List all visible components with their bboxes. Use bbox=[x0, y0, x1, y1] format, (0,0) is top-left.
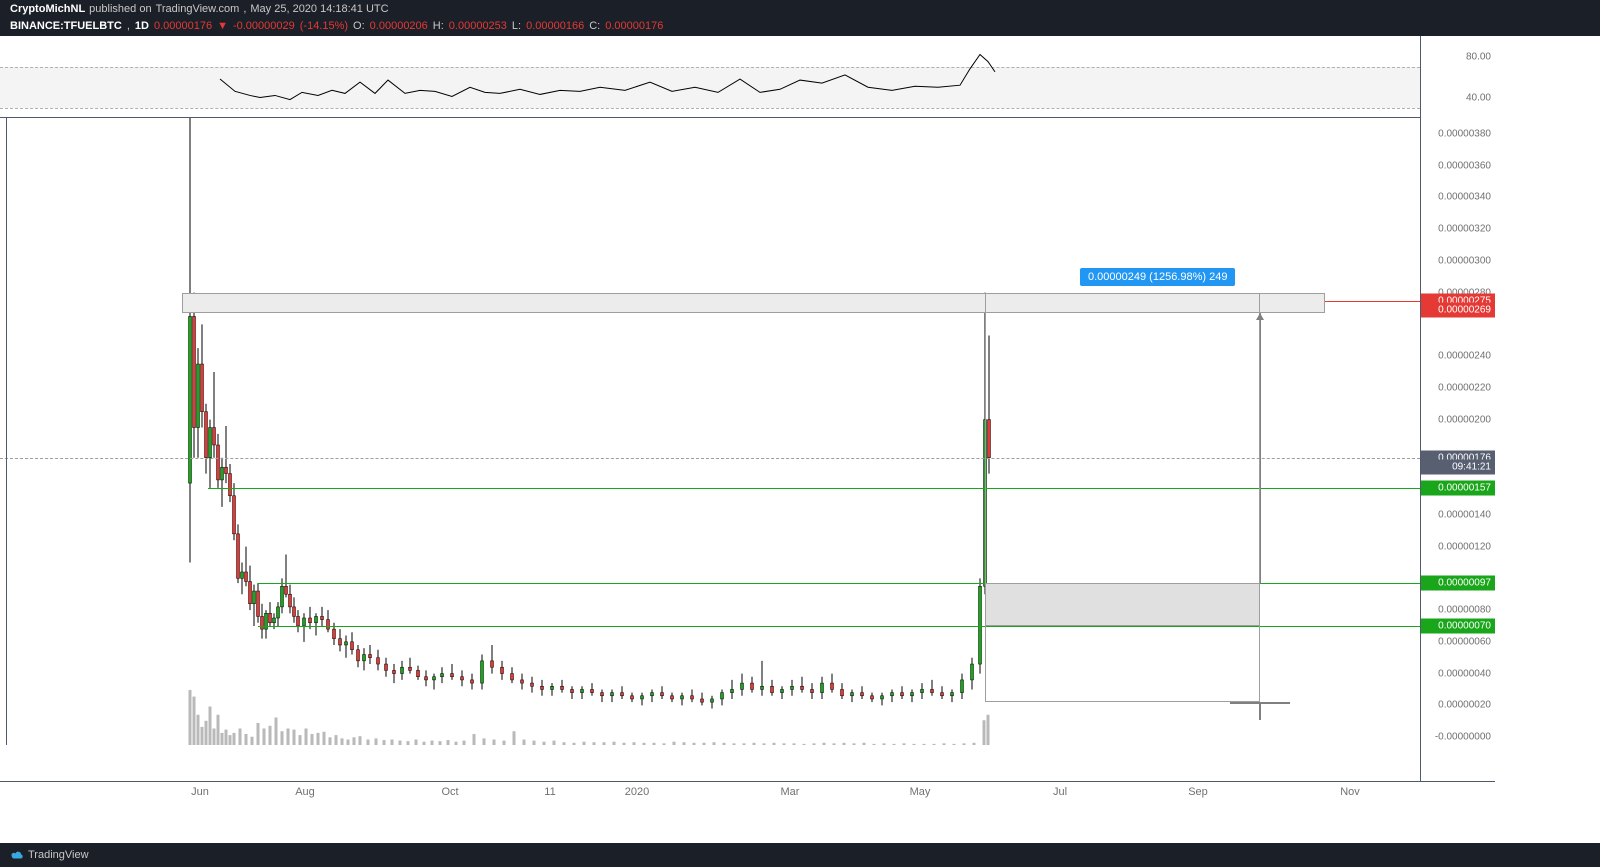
close-label: C: bbox=[589, 20, 600, 32]
footer-bar: TradingView bbox=[0, 843, 1600, 867]
measure-bottom-handle[interactable] bbox=[1230, 702, 1290, 704]
price-y-tick: 0.00000060 bbox=[1438, 636, 1491, 647]
change-value: -0.00000029 bbox=[233, 20, 295, 32]
price-y-tick: 0.00000360 bbox=[1438, 160, 1491, 171]
x-tick: Jun bbox=[191, 786, 209, 798]
chart-left-border bbox=[6, 118, 7, 745]
x-tick: 11 bbox=[544, 786, 555, 798]
low-label: L: bbox=[512, 20, 521, 32]
price-y-tick: 0.00000080 bbox=[1438, 605, 1491, 616]
change-percent: (-14.15%) bbox=[300, 20, 348, 32]
symbol-info-bar: BINANCE:TFUELBTC, 1D 0.00000176 ▼ -0.000… bbox=[0, 18, 1600, 36]
cloud-icon bbox=[10, 850, 24, 860]
direction-arrow-icon: ▼ bbox=[217, 20, 228, 32]
measure-box[interactable] bbox=[985, 293, 1260, 703]
publish-header: CryptoMichNL published on TradingView.co… bbox=[0, 0, 1600, 18]
price-y-tick: 0.00000300 bbox=[1438, 255, 1491, 266]
x-tick: Aug bbox=[295, 786, 315, 798]
x-tick: Jul bbox=[1053, 786, 1067, 798]
x-tick: Nov bbox=[1340, 786, 1360, 798]
rsi-y-tick: 40.00 bbox=[1466, 92, 1491, 103]
chart-right-border bbox=[1420, 36, 1421, 781]
high-label: H: bbox=[433, 20, 444, 32]
price-y-tick: 0.00000240 bbox=[1438, 351, 1491, 362]
open-value: 0.00000206 bbox=[370, 20, 428, 32]
rsi-pane[interactable] bbox=[0, 36, 1420, 118]
publish-date: May 25, 2020 14:18:41 UTC bbox=[250, 3, 388, 15]
price-y-tick: 0.00000380 bbox=[1438, 128, 1491, 139]
close-value: 0.00000176 bbox=[605, 20, 663, 32]
price-y-tick: 0.00000200 bbox=[1438, 414, 1491, 425]
open-label: O: bbox=[353, 20, 365, 32]
last-price: 0.00000176 bbox=[154, 20, 212, 32]
x-tick: Sep bbox=[1188, 786, 1208, 798]
rsi-band bbox=[0, 67, 1420, 108]
symbol-name: BINANCE:TFUELBTC bbox=[10, 20, 122, 32]
high-value: 0.00000253 bbox=[449, 20, 507, 32]
published-on-label: published on bbox=[89, 3, 151, 15]
price-y-tick: 0.00000120 bbox=[1438, 541, 1491, 552]
rsi-band-bot-line bbox=[0, 108, 1420, 109]
x-tick: Oct bbox=[441, 786, 458, 798]
price-y-tick: 0.00000340 bbox=[1438, 192, 1491, 203]
x-tick: 2020 bbox=[625, 786, 649, 798]
price-y-tick: 0.00000220 bbox=[1438, 382, 1491, 393]
price-y-tick: 0.00000140 bbox=[1438, 509, 1491, 520]
low-value: 0.00000166 bbox=[526, 20, 584, 32]
x-tick: May bbox=[910, 786, 931, 798]
price-y-tag: 0.00000097 bbox=[1421, 576, 1495, 591]
chart-area[interactable]: 0.00000249 (1256.98%) 249 80.00 40.00 0.00… bbox=[0, 36, 1600, 775]
price-y-tick: 0.00000320 bbox=[1438, 224, 1491, 235]
time-x-axis[interactable]: Jun Aug Oct 11 2020 Mar May Jul Sep Nov bbox=[0, 781, 1495, 811]
price-y-tick: 0.00000020 bbox=[1438, 700, 1491, 711]
price-y-axis[interactable]: 80.00 40.00 0.00000380 0.00000360 0.00000340… bbox=[1420, 36, 1495, 745]
price-y-tag: 0.00000269 bbox=[1421, 303, 1495, 318]
rsi-y-tick: 80.00 bbox=[1466, 51, 1491, 62]
measure-stem bbox=[1260, 313, 1261, 583]
measure-label[interactable]: 0.00000249 (1256.98%) 249 bbox=[1080, 268, 1235, 286]
interval-label: 1D bbox=[135, 20, 149, 32]
x-tick: Mar bbox=[781, 786, 800, 798]
price-pane[interactable]: 0.00000249 (1256.98%) 249 bbox=[0, 118, 1420, 745]
price-y-tag: 0.00000070 bbox=[1421, 618, 1495, 633]
rsi-band-top-line bbox=[0, 67, 1420, 68]
site-name: TradingView.com bbox=[156, 3, 240, 15]
price-y-tick: -0.00000000 bbox=[1435, 732, 1491, 743]
price-y-tag: 0.00000157 bbox=[1421, 480, 1495, 495]
price-y-tick: 0.00000040 bbox=[1438, 668, 1491, 679]
author-name: CryptoMichNL bbox=[10, 3, 85, 15]
arrow-up-icon bbox=[1256, 313, 1264, 320]
price-y-tag: 09:41:21 bbox=[1421, 460, 1495, 475]
footer-brand: TradingView bbox=[28, 849, 89, 861]
